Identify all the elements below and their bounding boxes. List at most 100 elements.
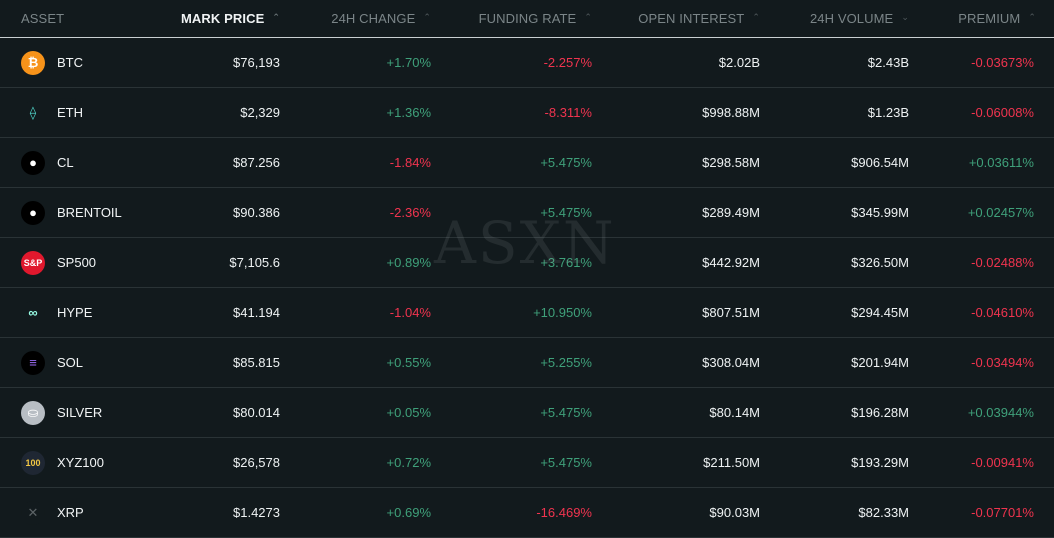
open-interest: $998.88M <box>702 105 760 120</box>
asset-symbol: ETH <box>57 105 83 120</box>
column-header-24h-change[interactable]: 24H CHANGE ⌃ <box>331 11 431 26</box>
asset-cell: ● CL <box>0 150 261 175</box>
table-row[interactable]: ≡ SOL $85.815 +0.55% +5.255% $308.04M $2… <box>0 338 1054 388</box>
funding-rate: +3.761% <box>540 255 592 270</box>
open-interest: $2.02B <box>718 55 760 70</box>
asset-cell: ₿ BTC <box>0 50 261 75</box>
oil-drop-icon: ● <box>21 200 45 225</box>
asset-symbol: SOL <box>57 355 84 370</box>
premium: -0.04610% <box>971 305 1034 320</box>
change-24h: +0.69% <box>386 505 431 520</box>
change-24h: +0.55% <box>386 355 431 370</box>
volume-24h: $82.33M <box>858 505 909 520</box>
premium: -0.00941% <box>971 455 1034 470</box>
sort-up-icon: ⌃ <box>272 12 280 22</box>
mark-price: $41.194 <box>233 305 280 320</box>
table-row[interactable]: 100 XYZ100 $26,578 +0.72% +5.475% $211.5… <box>0 438 1054 488</box>
table-row[interactable]: ⟠ ETH $2,329 +1.36% -8.311% $998.88M $1.… <box>0 88 1054 138</box>
sort-up-icon: ⌃ <box>752 12 760 22</box>
mark-price: $1.4273 <box>233 505 280 520</box>
premium: +0.03611% <box>968 155 1034 170</box>
volume-24h: $326.50M <box>851 255 909 270</box>
column-header-premium[interactable]: PREMIUM ⌃ <box>958 11 1036 26</box>
mark-price: $7,105.6 <box>229 255 280 270</box>
funding-rate: -8.311% <box>544 105 592 120</box>
hyperliquid-icon: ∞ <box>21 300 45 325</box>
sort-up-icon: ⌃ <box>584 12 592 22</box>
funding-rate: +5.475% <box>540 405 592 420</box>
mark-price: $2,329 <box>240 105 280 120</box>
premium: -0.07701% <box>971 505 1034 520</box>
funding-rate: +10.950% <box>533 305 592 320</box>
silver-icon: ⛀ <box>21 400 45 425</box>
premium: -0.03673% <box>971 55 1034 70</box>
table-body: ₿ BTC $76,193 +1.70% -2.257% $2.02B $2.4… <box>0 38 1054 538</box>
funding-rate: +5.255% <box>540 355 592 370</box>
column-header-asset[interactable]: ASSET <box>21 11 65 26</box>
volume-24h: $1.23B <box>867 105 909 120</box>
funding-rate: +5.475% <box>540 205 592 220</box>
asset-symbol: HYPE <box>57 305 93 320</box>
change-24h: -2.36% <box>389 205 431 220</box>
table-row[interactable]: ⛀ SILVER $80.014 +0.05% +5.475% $80.14M … <box>0 388 1054 438</box>
column-header-24h-volume[interactable]: 24H VOLUME ⌄ <box>809 11 909 26</box>
oil-drop-icon: ● <box>21 150 45 175</box>
solana-icon: ≡ <box>21 350 45 375</box>
mark-price: $85.815 <box>233 355 280 370</box>
asset-cell: 100 XYZ100 <box>0 450 261 475</box>
volume-24h: $193.29M <box>851 455 909 470</box>
open-interest: $80.14M <box>709 405 760 420</box>
volume-24h: $345.99M <box>851 205 909 220</box>
table-row[interactable]: ₿ BTC $76,193 +1.70% -2.257% $2.02B $2.4… <box>0 38 1054 88</box>
open-interest: $442.92M <box>702 255 760 270</box>
change-24h: +0.72% <box>386 455 431 470</box>
column-header-funding-rate[interactable]: FUNDING RATE ⌃ <box>478 11 592 26</box>
premium: +0.02457% <box>967 205 1034 220</box>
table-row[interactable]: S&P SP500 $7,105.6 +0.89% +3.761% $442.9… <box>0 238 1054 288</box>
volume-24h: $906.54M <box>851 155 909 170</box>
funding-rate: +5.475% <box>540 455 592 470</box>
asset-symbol: CL <box>57 155 74 170</box>
asset-symbol: BTC <box>57 55 83 70</box>
asset-cell: S&P SP500 <box>0 250 261 275</box>
premium: +0.03944% <box>967 405 1034 420</box>
change-24h: +1.70% <box>386 55 431 70</box>
change-24h: +0.89% <box>386 255 431 270</box>
sort-up-icon: ⌃ <box>423 12 431 22</box>
sort-down-icon: ⌄ <box>901 12 909 22</box>
asset-cell: ≡ SOL <box>0 350 261 375</box>
open-interest: $308.04M <box>702 355 760 370</box>
mark-price: $26,578 <box>233 455 280 470</box>
asset-cell: ● BRENTOIL <box>0 200 261 225</box>
asset-cell: ✕ XRP <box>0 500 261 525</box>
mark-price: $87.256 <box>233 155 280 170</box>
change-24h: -1.04% <box>389 305 431 320</box>
table-header: ASSET MARK PRICE ⌃ 24H CHANGE ⌃ FUNDING … <box>0 0 1054 38</box>
sp500-icon: S&P <box>21 250 45 275</box>
ethereum-icon: ⟠ <box>21 100 45 125</box>
asset-symbol: BRENTOIL <box>57 205 122 220</box>
table-row[interactable]: ● CL $87.256 -1.84% +5.475% $298.58M $90… <box>0 138 1054 188</box>
table-row[interactable]: ∞ HYPE $41.194 -1.04% +10.950% $807.51M … <box>0 288 1054 338</box>
column-header-mark-price[interactable]: MARK PRICE ⌃ <box>181 11 280 26</box>
bitcoin-icon: ₿ <box>21 50 45 75</box>
open-interest: $90.03M <box>709 505 760 520</box>
change-24h: +0.05% <box>386 405 431 420</box>
mark-price: $80.014 <box>233 405 280 420</box>
table-row[interactable]: ✕ XRP $1.4273 +0.69% -16.469% $90.03M $8… <box>0 488 1054 538</box>
asset-symbol: SP500 <box>57 255 97 270</box>
asset-cell: ∞ HYPE <box>0 300 261 325</box>
volume-24h: $294.45M <box>851 305 909 320</box>
funding-rate: -2.257% <box>543 55 592 70</box>
asset-symbol: SILVER <box>57 405 103 420</box>
column-header-open-interest[interactable]: OPEN INTEREST ⌃ <box>638 11 760 26</box>
volume-24h: $201.94M <box>851 355 909 370</box>
table-row[interactable]: ● BRENTOIL $90.386 -2.36% +5.475% $289.4… <box>0 188 1054 238</box>
asset-cell: ⟠ ETH <box>0 100 261 125</box>
funding-rate: +5.475% <box>540 155 592 170</box>
asset-cell: ⛀ SILVER <box>0 400 261 425</box>
change-24h: +1.36% <box>386 105 431 120</box>
mark-price: $76,193 <box>233 55 280 70</box>
sort-up-icon: ⌃ <box>1028 12 1036 22</box>
